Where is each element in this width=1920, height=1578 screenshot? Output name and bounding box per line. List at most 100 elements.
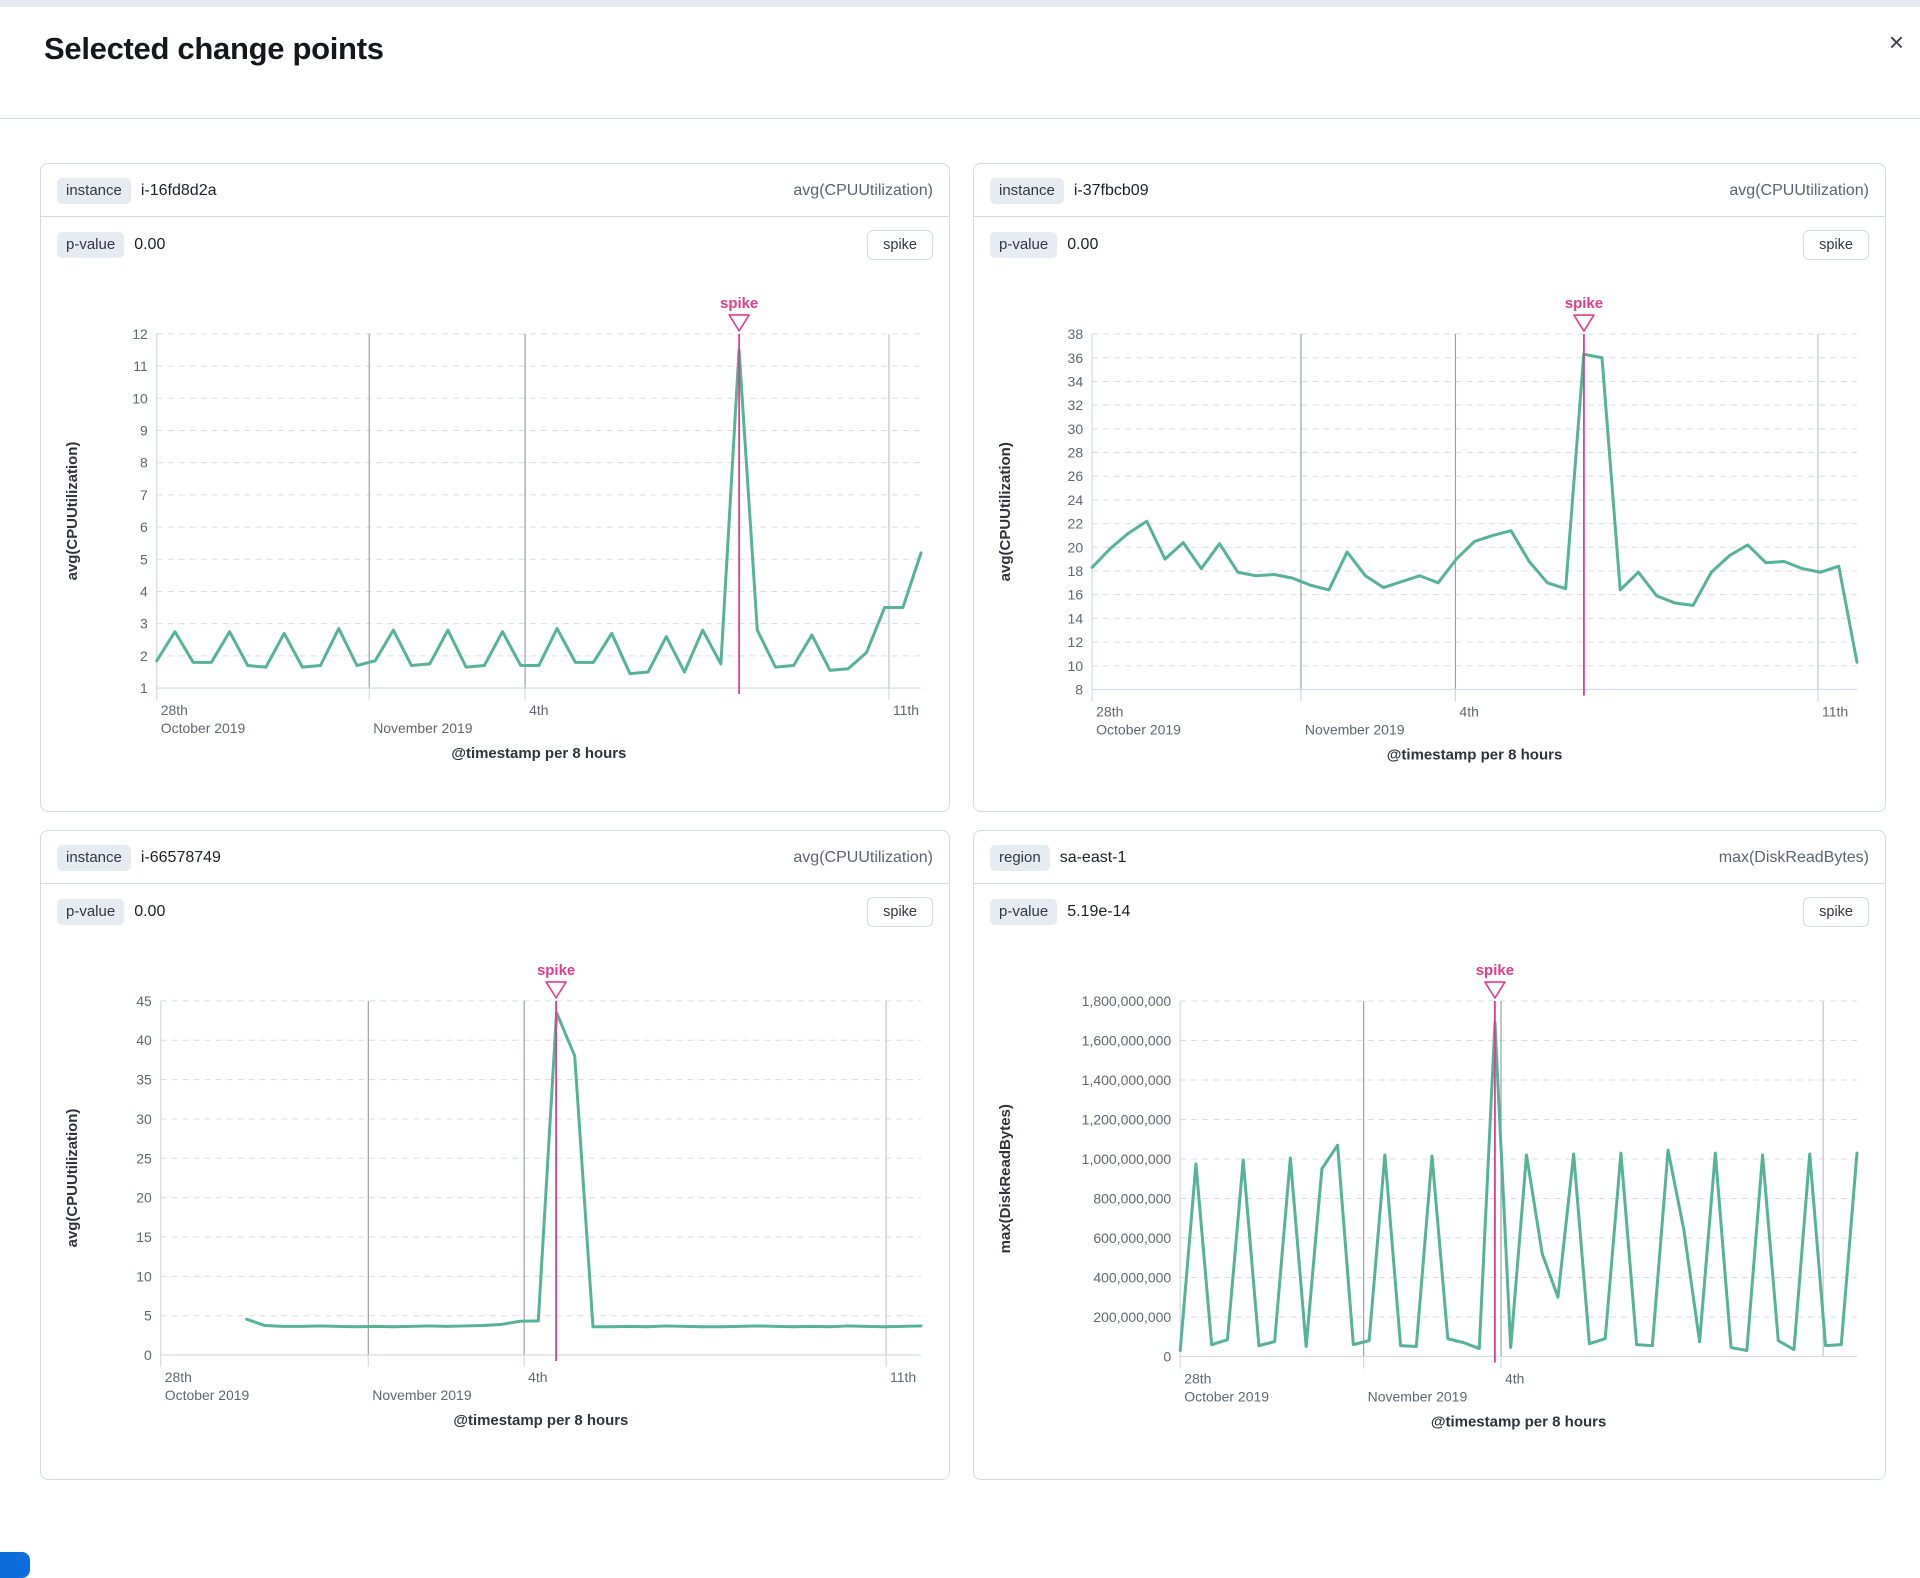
metric-label: max(DiskReadBytes) [1718,849,1869,866]
svg-text:24: 24 [1068,492,1084,508]
svg-text:28th: 28th [1096,703,1123,719]
modal-title: Selected change points [44,31,384,66]
svg-text:10: 10 [136,1268,152,1284]
svg-text:4: 4 [140,583,148,599]
svg-text:5: 5 [144,1308,152,1324]
p-value-badge: p-value [990,232,1058,258]
p-value: 0.00 [134,236,166,253]
svg-text:November 2019: November 2019 [1368,1389,1468,1405]
svg-text:32: 32 [1068,397,1084,413]
svg-text:25: 25 [136,1150,152,1166]
svg-text:@timestamp per 8 hours: @timestamp per 8 hours [1431,1414,1607,1430]
svg-text:30: 30 [1068,421,1084,437]
svg-text:1: 1 [140,680,148,696]
svg-text:1,800,000,000: 1,800,000,000 [1082,993,1172,1009]
svg-text:10: 10 [132,390,148,406]
svg-text:4th: 4th [529,702,548,718]
panel-divider [974,216,1885,217]
svg-text:45: 45 [136,993,152,1009]
p-value-badge: p-value [990,899,1058,925]
svg-text:12: 12 [1068,634,1084,650]
field-value: i-16fd8d2a [140,182,217,199]
panel-header: instance i-37fbcb09 avg(CPUUtilization) [990,178,1869,204]
svg-text:4th: 4th [528,1369,547,1385]
spike-type-button[interactable]: spike [1803,897,1869,927]
p-value-row: p-value 0.00 spike [990,230,1869,260]
panel-divider [974,883,1885,884]
change-point-panel: region sa-east-1 max(DiskReadBytes) p-va… [973,830,1886,1480]
svg-text:spike: spike [1476,962,1514,979]
svg-text:0: 0 [144,1347,152,1363]
p-value-badge: p-value [57,899,125,925]
svg-text:22: 22 [1068,516,1084,532]
svg-text:18: 18 [1068,563,1084,579]
p-value-badge: p-value [57,232,125,258]
svg-text:35: 35 [136,1072,152,1088]
metric-label: avg(CPUUtilization) [793,849,933,866]
p-value-row: p-value 5.19e-14 spike [990,897,1869,927]
svg-text:7: 7 [140,487,148,503]
svg-text:avg(CPUUtilization): avg(CPUUtilization) [64,1109,81,1248]
svg-text:12: 12 [132,326,148,342]
svg-text:38: 38 [1068,326,1084,342]
page-top-strip [0,0,1920,7]
close-icon[interactable]: × [1883,23,1910,61]
svg-text:spike: spike [720,295,758,312]
field-value: i-66578749 [140,849,221,866]
spike-type-button[interactable]: spike [1803,230,1869,260]
p-value-row: p-value 0.00 spike [57,230,933,260]
panel-divider [41,883,949,884]
svg-text:1,000,000,000: 1,000,000,000 [1082,1151,1172,1167]
svg-text:avg(CPUUtilization): avg(CPUUtilization) [997,442,1014,581]
svg-text:1,200,000,000: 1,200,000,000 [1082,1112,1172,1128]
svg-text:600,000,000: 600,000,000 [1093,1230,1171,1246]
field-name-badge: instance [57,178,131,204]
svg-text:spike: spike [1565,295,1603,312]
svg-text:November 2019: November 2019 [373,720,473,736]
panel-header: instance i-66578749 avg(CPUUtilization) [57,845,933,871]
svg-text:28th: 28th [165,1369,192,1385]
svg-text:5: 5 [140,551,148,567]
svg-text:October 2019: October 2019 [1184,1389,1269,1405]
svg-text:spike: spike [537,962,575,979]
svg-text:11th: 11th [893,702,919,718]
change-point-chart: 0 5 10 15 20 25 30 35 40 45 28th October 2019 Novemb… [64,962,923,1428]
field-name-badge: instance [990,178,1064,204]
change-point-panel: instance i-16fd8d2a avg(CPUUtilization) … [40,163,950,812]
p-value: 0.00 [134,903,166,920]
p-value: 5.19e-14 [1067,903,1131,920]
svg-text:28: 28 [1068,445,1084,461]
svg-text:@timestamp per 8 hours: @timestamp per 8 hours [1387,747,1563,763]
svg-text:November 2019: November 2019 [372,1387,472,1403]
modal-header-divider [0,118,1920,119]
svg-text:@timestamp per 8 hours: @timestamp per 8 hours [453,1412,628,1428]
svg-text:10: 10 [1068,658,1084,674]
svg-text:16: 16 [1068,587,1084,603]
svg-text:28th: 28th [1184,1370,1211,1386]
svg-text:26: 26 [1068,468,1084,484]
p-value-row: p-value 0.00 spike [57,897,933,927]
svg-text:14: 14 [1068,610,1084,626]
svg-text:0: 0 [1163,1348,1171,1364]
spike-type-button[interactable]: spike [867,230,933,260]
p-value: 0.00 [1067,236,1099,253]
svg-text:3: 3 [140,616,148,632]
svg-text:200,000,000: 200,000,000 [1093,1309,1171,1325]
field-name-badge: region [990,845,1050,871]
change-point-panel: instance i-37fbcb09 avg(CPUUtilization) … [973,163,1886,812]
panel-divider [41,216,949,217]
svg-text:20: 20 [1068,539,1084,555]
field-value: i-37fbcb09 [1073,182,1149,199]
change-point-panel: instance i-66578749 avg(CPUUtilization) … [40,830,950,1480]
svg-text:28th: 28th [161,702,188,718]
svg-text:8: 8 [1075,681,1083,697]
svg-text:max(DiskReadBytes): max(DiskReadBytes) [997,1104,1014,1253]
svg-text:October 2019: October 2019 [165,1387,250,1403]
svg-text:15: 15 [136,1229,152,1245]
panel-header: region sa-east-1 max(DiskReadBytes) [990,845,1869,871]
change-point-chart: 0 200,000,000 400,000,000 600,000,000 800,00… [997,962,1859,1430]
svg-text:October 2019: October 2019 [161,720,246,736]
spike-type-button[interactable]: spike [867,897,933,927]
change-point-chart: 8 10 12 14 16 18 20 22 24 26 28 30 32 34 36 38 28th Octob… [997,295,1859,763]
